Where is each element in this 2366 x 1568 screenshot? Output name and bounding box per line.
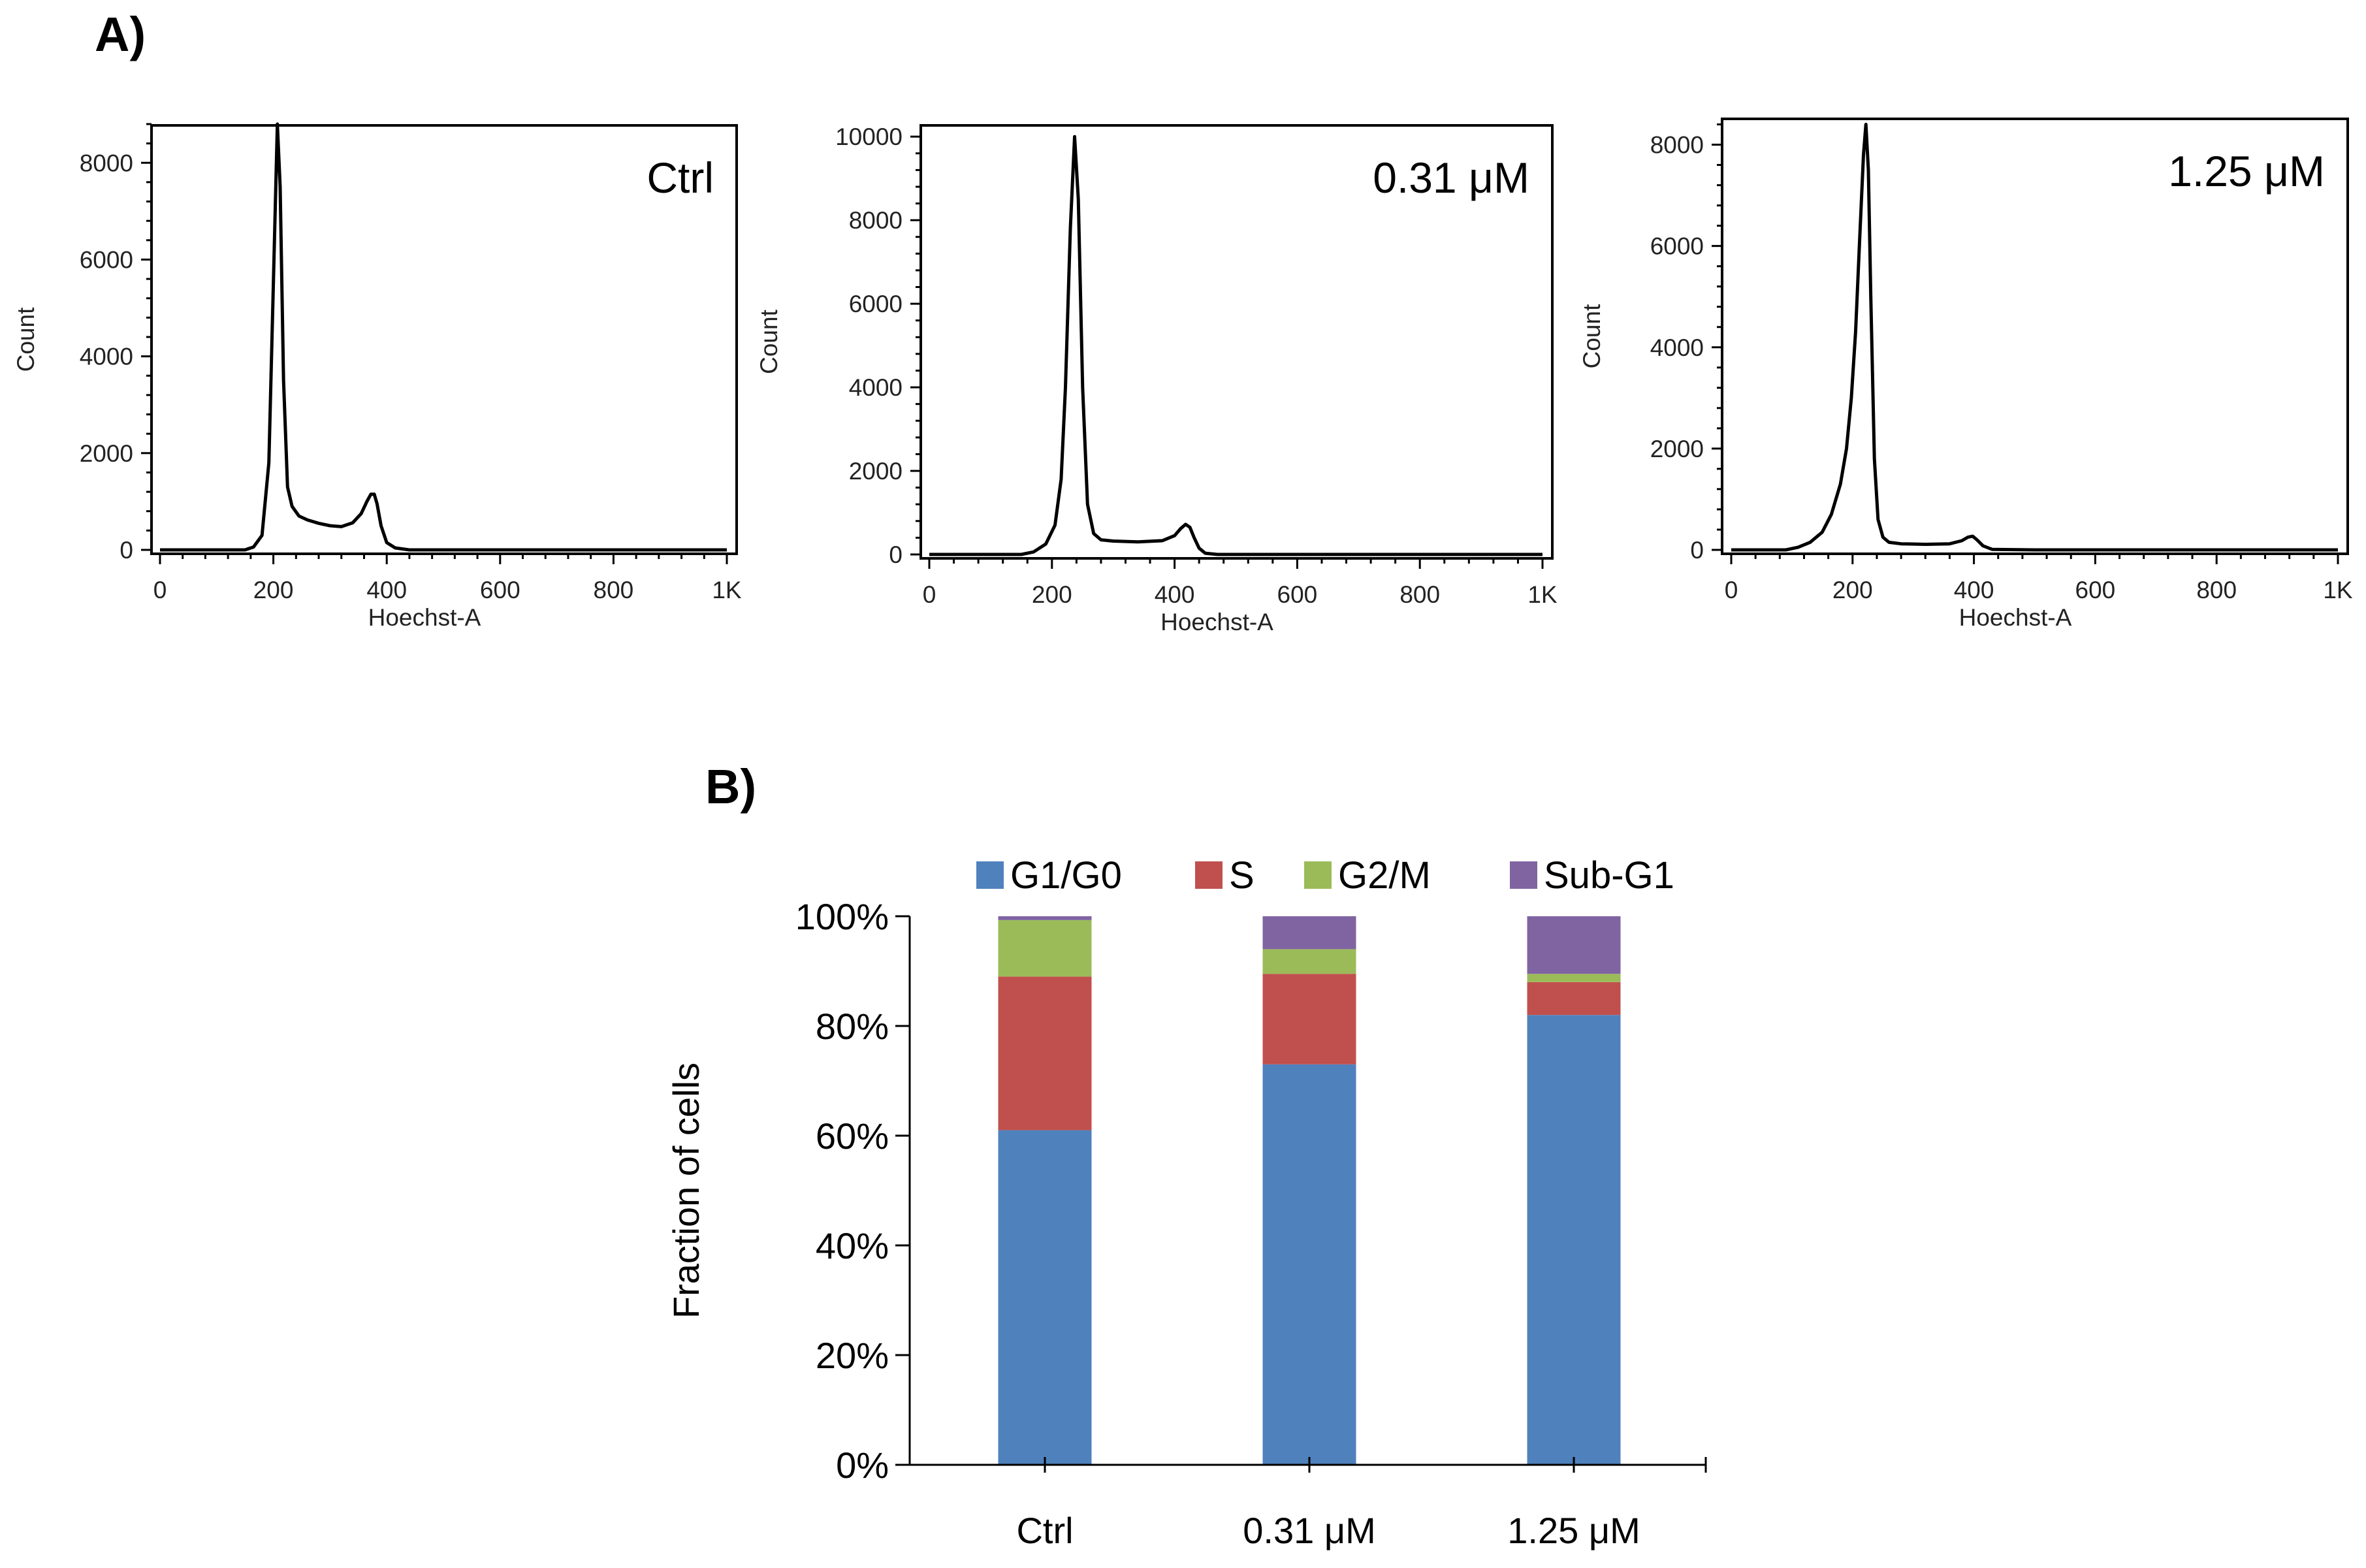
y-axis-title: Fraction of cells xyxy=(665,1063,707,1319)
x-tick-label: 1K xyxy=(1527,581,1558,608)
condition-label: 1.25 μM xyxy=(2168,147,2325,195)
histogram-ctrl: 0 2000 4000 6000 8000 0 200 400 600 800 1K Hoechst-… xyxy=(12,122,742,631)
y-tick-label: 4000 xyxy=(1650,334,1704,361)
y-tick-label: 60% xyxy=(816,1115,889,1157)
bar-segment-sub-g1 xyxy=(998,916,1092,920)
y-tick-label: 8000 xyxy=(849,207,903,234)
y-tick-label: 6000 xyxy=(1650,233,1704,260)
x-tick-label: 200 xyxy=(1832,577,1873,603)
panel-label-b: B) xyxy=(705,760,756,814)
x-axis-title: Hoechst-A xyxy=(1959,604,2072,631)
x-tick-label: 200 xyxy=(1032,581,1072,608)
legend-swatch-s xyxy=(1195,861,1223,889)
legend-swatch-g1-g0 xyxy=(976,861,1004,889)
x-tick-label: 800 xyxy=(1399,581,1440,608)
legend-label: Sub-G1 xyxy=(1544,854,1674,897)
legend-label: G1/G0 xyxy=(1010,854,1122,897)
y-axis-title: Count xyxy=(12,307,39,372)
x-tick-label: 400 xyxy=(1954,577,1994,603)
bar-segment-g1-g0 xyxy=(1262,1064,1356,1465)
x-category-label: Ctrl xyxy=(1016,1510,1073,1551)
plot-frame xyxy=(1721,118,2349,555)
y-tick-label: 10000 xyxy=(835,123,903,150)
panel-label-a: A) xyxy=(95,7,146,61)
plot-frame xyxy=(150,124,738,555)
y-tick-label: 8000 xyxy=(80,150,133,176)
legend-swatch-sub-g1 xyxy=(1510,861,1537,889)
bar-segment-s xyxy=(1262,974,1356,1064)
y-axis-title: Count xyxy=(756,309,782,374)
y-tick-label: 4000 xyxy=(849,374,903,401)
x-axis-title: Hoechst-A xyxy=(368,604,481,631)
y-tick-label: 0 xyxy=(889,541,903,568)
x-tick-label: 400 xyxy=(1155,581,1195,608)
y-tick-label: 100% xyxy=(795,896,889,937)
x-tick-label: 400 xyxy=(366,577,407,603)
bar-segment-s xyxy=(1527,982,1621,1016)
y-tick-label: 6000 xyxy=(80,246,133,273)
y-tick-label: 20% xyxy=(816,1335,889,1376)
histogram-curve xyxy=(929,135,1543,556)
y-tick-label: 0% xyxy=(836,1445,889,1486)
bar-segment-sub-g1 xyxy=(1527,916,1621,974)
x-tick-label: 600 xyxy=(2075,577,2116,603)
histogram-1-25-um: 0 2000 4000 6000 8000 0 200 400 600 800 1K Hoechst-… xyxy=(1578,118,2353,631)
bar-segment-s xyxy=(998,976,1092,1130)
y-tick-label: 80% xyxy=(816,1006,889,1047)
y-tick-label: 0 xyxy=(120,537,133,564)
condition-label: 0.31 μM xyxy=(1373,153,1529,202)
legend-label: S xyxy=(1229,854,1255,897)
bar-segment-sub-g1 xyxy=(1262,916,1356,950)
legend-label: G2/M xyxy=(1338,854,1431,897)
y-tick-label: 2000 xyxy=(1650,436,1704,462)
bar-segment-g2-m xyxy=(998,920,1092,977)
x-tick-label: 600 xyxy=(480,577,520,603)
legend-swatch-g2-m xyxy=(1304,861,1332,889)
y-tick-label: 6000 xyxy=(849,291,903,317)
x-category-label: 1.25 μM xyxy=(1507,1510,1640,1551)
bar-segment-g1-g0 xyxy=(1527,1015,1621,1465)
x-tick-label: 0 xyxy=(153,577,167,603)
y-tick-label: 40% xyxy=(816,1225,889,1266)
y-tick-label: 4000 xyxy=(80,344,133,370)
x-tick-label: 0 xyxy=(923,581,936,608)
y-tick-label: 0 xyxy=(1690,537,1704,564)
y-tick-label: 2000 xyxy=(849,458,903,485)
y-tick-label: 8000 xyxy=(1650,132,1704,159)
y-axis-title: Count xyxy=(1578,304,1605,368)
histogram-curve xyxy=(1731,123,2338,552)
plot-frame xyxy=(919,124,1554,560)
bar-segment-g2-m xyxy=(1262,949,1356,974)
histogram-0-31-um: 0 2000 4000 6000 8000 10000 0 200 400 600 800 1K Hoe… xyxy=(756,123,1558,635)
bar-segment-g2-m xyxy=(1527,974,1621,982)
x-tick-label: 1K xyxy=(712,577,742,603)
x-tick-label: 800 xyxy=(594,577,634,603)
y-tick-label: 2000 xyxy=(80,440,133,467)
x-tick-label: 600 xyxy=(1277,581,1318,608)
histogram-curve xyxy=(160,122,727,552)
condition-label: Ctrl xyxy=(647,153,714,202)
x-tick-label: 200 xyxy=(253,577,294,603)
x-tick-label: 1K xyxy=(2323,577,2353,603)
bar-segment-g1-g0 xyxy=(998,1130,1092,1465)
x-category-label: 0.31 μM xyxy=(1243,1510,1375,1551)
x-tick-label: 0 xyxy=(1725,577,1738,603)
stacked-bar-chart: 0% 20% 40% 60% 80% 100% Ctrl 0.31 μM 1.25 μM Frac… xyxy=(665,854,1707,1551)
x-tick-label: 800 xyxy=(2196,577,2237,603)
x-axis-title: Hoechst-A xyxy=(1160,609,1273,635)
